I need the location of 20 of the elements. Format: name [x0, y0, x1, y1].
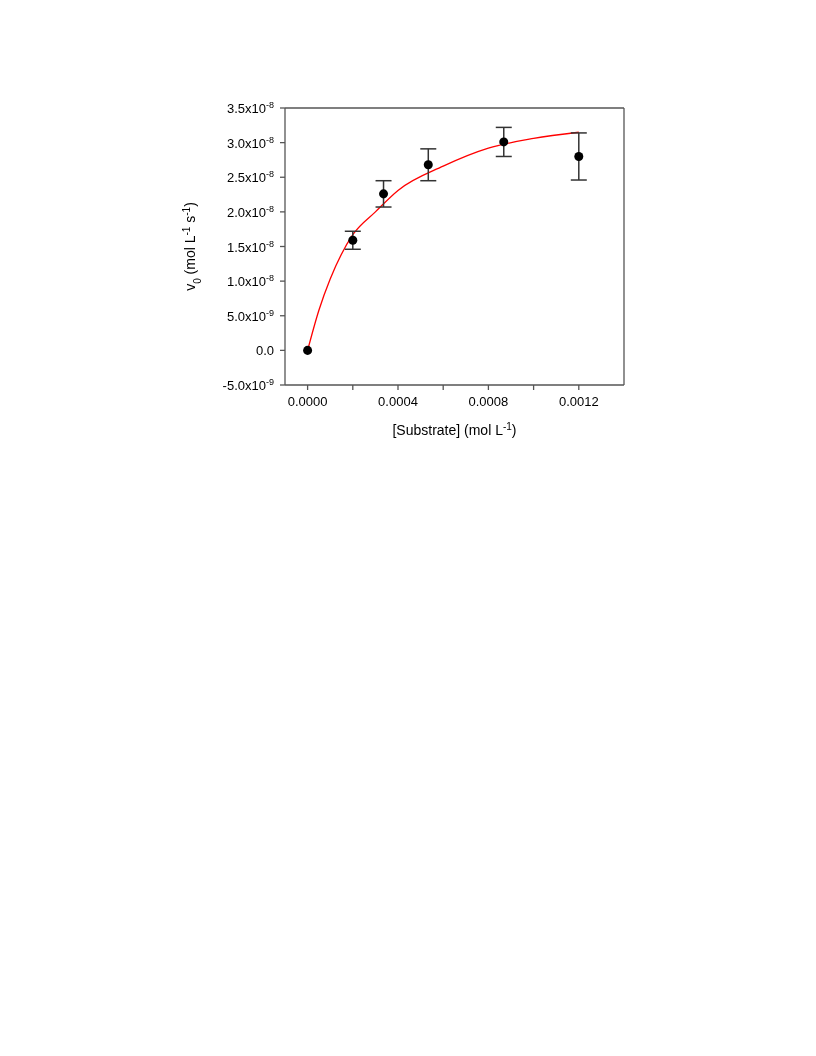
point	[499, 137, 509, 147]
x-tick-label: 0.0000	[287, 394, 328, 409]
y-tick-label: 2.5x10$^{-8}$	[226, 169, 274, 186]
point	[574, 151, 584, 161]
y-tick-label: 3.5x10$^{-8}$	[226, 100, 274, 116]
point	[423, 160, 433, 170]
y-tick-label: 5.0x10$^{-9}$	[226, 307, 274, 324]
point	[379, 189, 389, 199]
point	[348, 235, 358, 245]
x-tick-label: 0.0008	[468, 394, 509, 409]
y-tick-label: 1.5x10$^{-8}$	[226, 238, 274, 255]
point	[303, 345, 313, 355]
y-tick-label: -5.0x10$^{-9}$	[222, 377, 274, 393]
y-tick-label: 2.0x10$^{-8}$	[226, 203, 274, 220]
x-tick-label: 0.0012	[558, 394, 599, 409]
y-tick-label: 3.0x10$^{-8}$	[226, 134, 274, 151]
x-axis-title: [Substrate] (mol L$^{-1}$)	[392, 420, 517, 438]
y-tick-label: 1.0x10$^{-8}$	[226, 273, 274, 290]
y-tick-label: 0.0	[255, 343, 274, 359]
x-tick-label: 0.0004	[378, 394, 418, 409]
